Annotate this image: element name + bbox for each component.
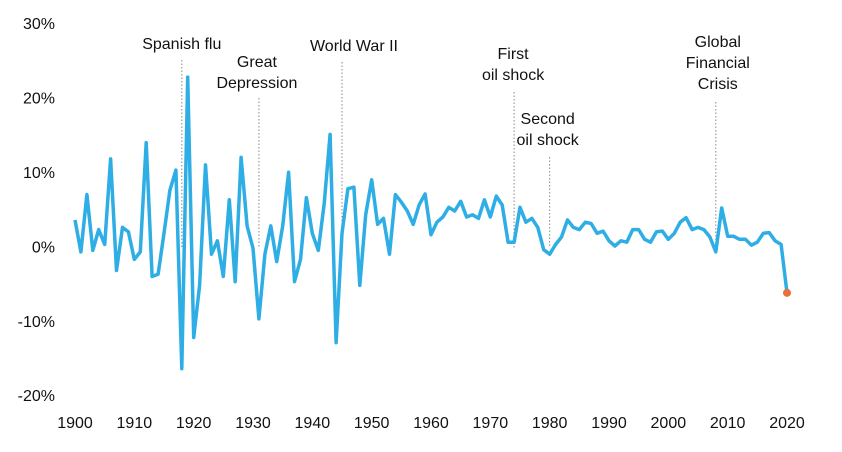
x-tick-label: 1980 bbox=[532, 415, 568, 432]
x-tick-label: 1900 bbox=[57, 415, 93, 432]
y-tick-label: -10% bbox=[18, 314, 55, 331]
x-tick-label: 2010 bbox=[710, 415, 746, 432]
annotation-label: Global bbox=[695, 34, 741, 51]
x-tick-label: 1920 bbox=[176, 415, 212, 432]
y-tick-label: 20% bbox=[23, 91, 55, 108]
x-tick-label: 1970 bbox=[473, 415, 509, 432]
y-tick-label: 10% bbox=[23, 165, 55, 182]
data-line bbox=[73, 75, 789, 371]
annotation-label: Great bbox=[237, 54, 278, 71]
x-tick-label: 1950 bbox=[354, 415, 390, 432]
annotation-label: First bbox=[498, 46, 530, 63]
y-tick-label: 0% bbox=[32, 239, 55, 256]
y-tick-label: -20% bbox=[18, 388, 55, 405]
annotation-label: Spanish flu bbox=[142, 36, 221, 53]
y-tick-label: 30% bbox=[23, 16, 55, 33]
annotation-label: Depression bbox=[216, 75, 297, 92]
annotation-label: Second bbox=[521, 111, 575, 128]
x-tick-label: 1990 bbox=[591, 415, 627, 432]
annotation-label: oil shock bbox=[517, 132, 580, 149]
annotation-label: World War II bbox=[310, 38, 398, 55]
x-tick-label: 2020 bbox=[769, 415, 805, 432]
last-point bbox=[783, 288, 791, 297]
x-tick-label: 1910 bbox=[117, 415, 153, 432]
x-tick-label: 1940 bbox=[295, 415, 331, 432]
x-tick-label: 1960 bbox=[413, 415, 449, 432]
annotation-label: Crisis bbox=[698, 76, 738, 93]
x-tick-label: 1930 bbox=[235, 415, 271, 432]
annotation-label: oil shock bbox=[482, 67, 545, 84]
x-tick-label: 2000 bbox=[651, 415, 687, 432]
annotation-label: Financial bbox=[686, 55, 750, 72]
